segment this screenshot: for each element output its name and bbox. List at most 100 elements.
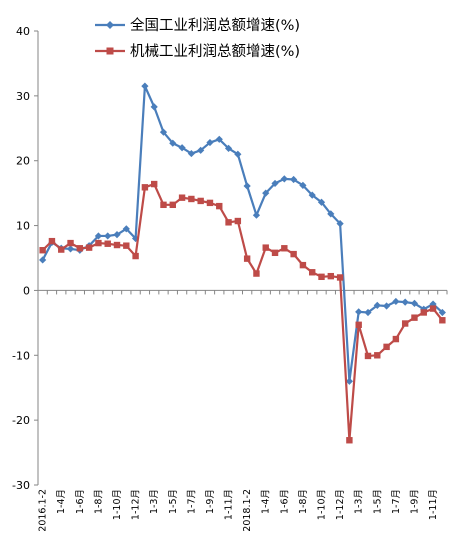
x-tick-label: 1-7月: [391, 489, 402, 514]
x-tick-label: 1-5月: [372, 489, 383, 514]
data-point: [113, 231, 121, 239]
data-point: [159, 128, 168, 136]
data-point: [355, 308, 363, 316]
data-point: [132, 252, 139, 260]
data-point: [420, 309, 427, 316]
x-tick-label: 1-10月: [317, 489, 328, 520]
data-point: [439, 317, 446, 324]
data-point: [318, 273, 325, 281]
data-point: [234, 150, 242, 158]
data-point: [122, 225, 130, 233]
x-tick-label: 1-4月: [261, 489, 272, 514]
data-point: [85, 244, 93, 251]
x-tick-label: 1-11月: [224, 489, 235, 520]
y-tick-label: 40: [16, 25, 30, 38]
x-tick-label: 1-11月: [428, 489, 439, 520]
data-point: [234, 217, 242, 225]
data-point: [281, 245, 288, 252]
data-point: [355, 321, 362, 329]
x-tick-label: 1-8月: [93, 489, 104, 514]
legend-item-1: 全国工业利润总额增速(%): [95, 16, 300, 34]
data-point: [243, 182, 251, 190]
data-point: [150, 103, 158, 111]
data-point: [401, 320, 409, 327]
x-tick-label: 1-6月: [279, 489, 290, 514]
data-point: [411, 314, 418, 321]
data-point: [215, 135, 223, 143]
data-point: [104, 232, 112, 240]
legend-marker: [106, 21, 114, 29]
x-tick-label: 1-3月: [354, 489, 365, 514]
data-point: [123, 242, 130, 249]
y-axis: 40 30 20 10 0 -10 -20 -30: [12, 25, 39, 492]
data-point: [67, 239, 74, 247]
data-point: [150, 180, 158, 188]
data-point: [309, 269, 316, 276]
data-point: [373, 301, 381, 309]
x-tick-label: 1-12月: [335, 489, 346, 520]
data-point: [299, 181, 307, 189]
data-point: [39, 256, 47, 264]
data-point: [197, 197, 204, 205]
data-point: [280, 175, 288, 183]
data-point: [382, 302, 391, 310]
data-point: [94, 232, 103, 240]
data-point: [420, 305, 428, 313]
data-point: [48, 237, 56, 245]
data-point: [66, 245, 75, 253]
series-line: [41, 182, 444, 442]
data-point: [308, 191, 316, 199]
x-tick-label: 1-12月: [131, 489, 142, 520]
legend-label: 全国工业利润总额增速(%): [130, 16, 300, 34]
data-point: [290, 250, 297, 258]
data-point: [169, 201, 176, 209]
data-point: [113, 241, 121, 249]
x-tick-label: 1-5月: [168, 489, 179, 514]
x-tick-label: 2016.1-2: [38, 489, 49, 532]
data-point: [141, 82, 149, 90]
y-tick-label: 20: [16, 155, 30, 168]
x-tick-label: 1-10月: [112, 489, 123, 520]
x-tick-label: 1-7月: [186, 489, 197, 514]
data-point: [346, 437, 353, 444]
data-point: [262, 189, 270, 197]
data-point: [253, 270, 260, 277]
data-point: [364, 352, 372, 360]
series-layer: [39, 82, 446, 444]
data-point: [252, 211, 261, 219]
y-tick-label: 30: [16, 90, 30, 103]
data-point: [178, 194, 186, 201]
data-point: [224, 144, 233, 152]
x-tick-label: 1-9月: [205, 489, 216, 514]
data-point: [206, 199, 214, 207]
x-tick-label: 1-6月: [75, 489, 86, 514]
y-tick-label: -20: [12, 414, 30, 427]
y-tick-label: -30: [12, 479, 30, 492]
x-tick-label: 2018.1-2: [242, 489, 253, 532]
data-point: [206, 138, 214, 147]
legend-label: 机械工业利润总额增速(%): [130, 43, 300, 60]
legend-marker: [106, 47, 114, 55]
data-point: [429, 305, 437, 312]
data-point: [262, 244, 269, 251]
x-tick-label: 1-3月: [149, 489, 160, 514]
data-point: [336, 274, 344, 281]
series-1: [39, 82, 446, 385]
y-tick-label: -10: [12, 349, 30, 362]
data-point: [392, 297, 400, 306]
data-point: [39, 247, 46, 254]
data-point: [345, 377, 353, 385]
y-tick-group: 40 30 20 10 0 -10 -20 -30: [12, 25, 38, 492]
data-point: [317, 198, 326, 206]
series-2: [39, 180, 446, 444]
series-line: [41, 85, 444, 383]
data-point: [160, 201, 167, 209]
data-point: [374, 352, 381, 359]
data-point: [299, 261, 307, 269]
x-axis: 2016.1-2 1-4月 1-6月 1-8月 1-10月 1-12月 1-3月 1-5月 1-…: [37, 289, 448, 532]
data-point: [438, 308, 446, 317]
x-tick-label: 1-8月: [298, 489, 309, 514]
data-point: [216, 202, 223, 210]
y-tick-label: 10: [16, 220, 30, 233]
